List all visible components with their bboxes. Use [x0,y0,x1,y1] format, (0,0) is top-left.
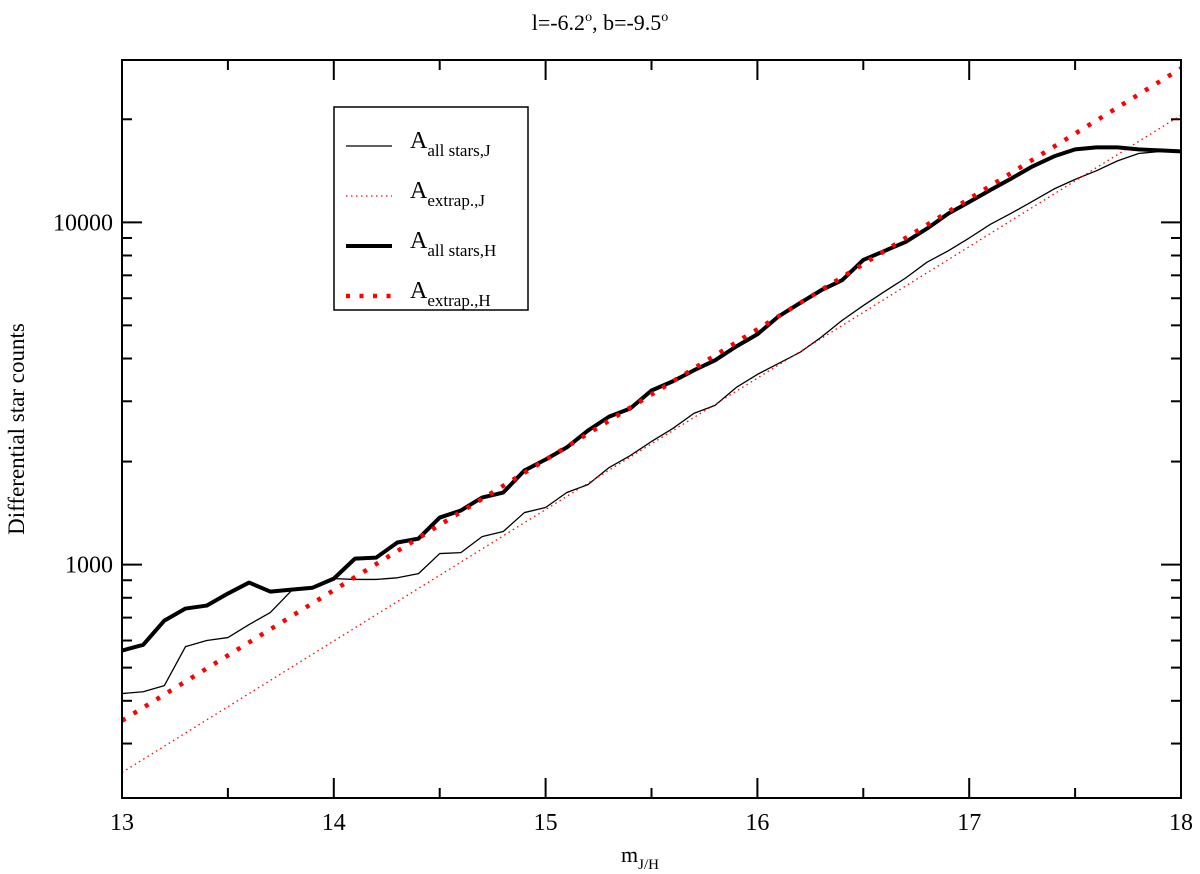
y-tick-labels: 1000 10000 [53,210,113,578]
legend-box [333,106,529,311]
series-line-all-stars-h [121,145,1182,653]
plot-lines [120,66,1183,774]
axis-ticks [121,60,1182,798]
plot-frame [121,59,1182,799]
y-tick-label: 1000 [65,553,113,579]
x-tick-label: 16 [745,810,769,836]
series-line-extrap-j [121,114,1182,774]
legend-label: Aall stars,J [410,128,491,160]
x-tick-labels: 13 14 15 16 17 18 [110,810,1193,836]
x-tick-label: 13 [110,810,134,836]
chart-title: l=-6.2o, b=-9.5o [532,10,669,35]
series-line-extrap-h [120,66,1183,723]
y-axis-label: Differential star counts [4,323,29,535]
x-tick-label: 15 [534,810,558,836]
legend-label: Aall stars,H [410,228,496,260]
x-axis-label: mJ/H [621,842,659,873]
legend-label: Aextrap.,H [410,278,491,310]
x-tick-label: 18 [1169,810,1193,836]
legend-label: Aextrap.,J [410,178,485,210]
series-line-all-stars-j [121,149,1182,695]
x-tick-label: 14 [322,810,346,836]
x-tick-label: 17 [957,810,981,836]
legend: Aall stars,J Aextrap.,J Aall stars,H Aextra… [333,106,529,311]
y-tick-label: 10000 [53,210,113,236]
